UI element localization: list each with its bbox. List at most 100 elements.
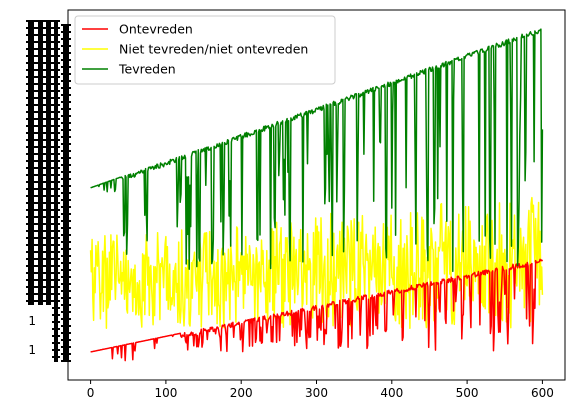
- y-tick-label-fragment: [26, 118, 36, 120]
- y-tick-label-fragment: [52, 328, 60, 330]
- y-tick-label-fragment: [61, 178, 71, 180]
- y-tick-label-fragment: [44, 132, 53, 134]
- y-tick-label-fragment: [61, 143, 71, 145]
- y-tick-label-fragment: [52, 27, 60, 29]
- y-tick-label-fragment: [52, 216, 60, 218]
- y-tick-label-fragment: [44, 181, 53, 183]
- y-tick-label-fragment: [52, 20, 60, 22]
- series-layer: [89, 28, 544, 362]
- y-tick-label-fragment: [52, 76, 60, 78]
- y-tick-label-fragment: [36, 265, 45, 267]
- y-tick-label-fragment: [44, 55, 53, 57]
- y-tick-label-fragment: [52, 55, 60, 57]
- legend-label: Ontevreden: [119, 22, 193, 37]
- y-tick-label-fragment: [36, 244, 45, 246]
- y-tick-label-fragment: [26, 62, 36, 64]
- y-tick-label-fragment: [36, 167, 45, 169]
- y-tick-label-fragment: [52, 251, 60, 253]
- y-tick-label-fragment: [52, 335, 60, 337]
- y-tick-label-fragment: [26, 237, 36, 239]
- y-tick-label-fragment: [36, 139, 45, 141]
- y-tick-label-fragment: [52, 237, 60, 239]
- y-tick-label-fragment: [26, 195, 36, 197]
- y-tick-label-fragment: [52, 83, 60, 85]
- y-tick-label-cluster: [38, 20, 43, 305]
- y-tick-label-fragment: [26, 265, 36, 267]
- y-tick-label-fragment: [61, 59, 71, 61]
- y-tick-label-fragment: [44, 258, 53, 260]
- y-tick-label-fragment: [52, 153, 60, 155]
- y-tick-label-fragment: [61, 276, 71, 278]
- y-tick-label-fragment: [36, 97, 45, 99]
- y-tick-label-fragment: [52, 41, 60, 43]
- y-tick-label-fragment: [26, 104, 36, 106]
- y-tick-label-fragment: [61, 122, 71, 124]
- y-tick-label-fragment: [36, 300, 45, 302]
- y-tick-label-fragment: [26, 34, 36, 36]
- y-tick-label-fragment: [44, 188, 53, 190]
- y-tick-label-fragment: [61, 199, 71, 201]
- y-tick-label-fragment: [36, 209, 45, 211]
- y-tick-label-fragment: [26, 48, 36, 50]
- y-tick-label-fragment: [44, 97, 53, 99]
- legend-box: [74, 15, 336, 85]
- y-tick-label-fragment: [26, 27, 36, 29]
- y-tick-label-fragment: [44, 286, 53, 288]
- y-tick-label-fragment: [61, 115, 71, 117]
- y-tick-label-fragment: [61, 311, 71, 313]
- y-tick-label-fragment: [61, 346, 71, 348]
- y-tick-label-fragment: [61, 234, 71, 236]
- y-tick-label-fragment: [44, 69, 53, 71]
- y-tick-label-fragment: [36, 272, 45, 274]
- y-tick-label-fragment: [61, 304, 71, 306]
- y-tick-label-fragment: [52, 314, 60, 316]
- y-tick-label-fragment: [52, 300, 60, 302]
- y-tick-label-cluster: [28, 20, 34, 305]
- y-tick-label-fragment: [52, 258, 60, 260]
- y-tick-label-fragment: [44, 230, 53, 232]
- y-tick-label-fragment: [44, 216, 53, 218]
- y-tick-label-fragment: [52, 174, 60, 176]
- y-tick-label-fragment: [26, 55, 36, 57]
- y-tick-label-fragment: [36, 62, 45, 64]
- y-tick-label-fragment: [36, 258, 45, 260]
- y-tick-label-fragment: [52, 48, 60, 50]
- y-tick-label-fragment: [36, 237, 45, 239]
- y-tick-label-fragment: [26, 286, 36, 288]
- y-tick-label-fragment: [44, 209, 53, 211]
- y-tick-label-fragment: [61, 360, 71, 362]
- y-tick-label-fragment: [36, 216, 45, 218]
- x-tick-label: 0: [87, 386, 95, 400]
- y-tick-label-fragment: [52, 181, 60, 183]
- y-tick-label-fragment: [61, 297, 71, 299]
- y-tick-label-fragment: [44, 202, 53, 204]
- y-tick-label-fragment: [61, 164, 71, 166]
- y-axis-visible-labels: 11: [28, 314, 36, 357]
- x-tick-label: 600: [531, 386, 554, 400]
- y-tick-label-fragment: [61, 248, 71, 250]
- y-tick-label-fragment: [36, 104, 45, 106]
- y-tick-label-fragment: [26, 69, 36, 71]
- y-tick-label-fragment: [61, 353, 71, 355]
- y-tick-label-fragment: [52, 286, 60, 288]
- y-tick-label-fragment: [44, 27, 53, 29]
- y-tick-label-fragment: [52, 132, 60, 134]
- series-line-0: [90, 258, 544, 362]
- y-tick-label-fragment: [26, 111, 36, 113]
- y-tick-label-fragment: [52, 349, 60, 351]
- y-tick-label-fragment: [61, 185, 71, 187]
- y-tick-label-fragment: [26, 125, 36, 127]
- y-tick-label-fragment: [26, 76, 36, 78]
- y-tick-label-fragment: [52, 188, 60, 190]
- x-tick-label: 300: [305, 386, 328, 400]
- y-tick-label-fragment: [36, 251, 45, 253]
- legend-label: Tevreden: [118, 62, 176, 77]
- y-tick-label-fragment: [36, 132, 45, 134]
- y-tick-label-fragment: [36, 90, 45, 92]
- y-tick-label-fragment: [36, 125, 45, 127]
- y-tick-label-fragment: [36, 76, 45, 78]
- y-tick-label-cluster: [54, 20, 58, 362]
- y-tick-label-fragment: [52, 118, 60, 120]
- y-tick-label-fragment: [26, 251, 36, 253]
- y-tick-label-fragment: [36, 27, 45, 29]
